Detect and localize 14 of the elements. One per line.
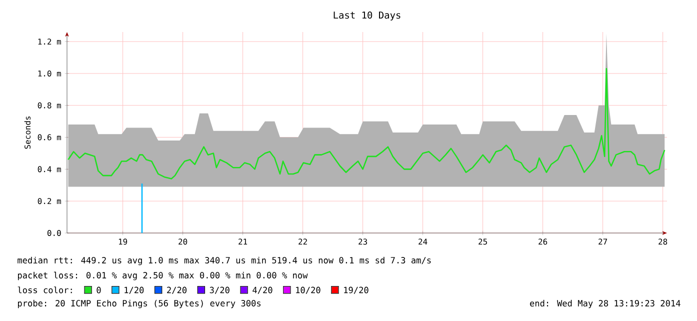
legend-label: 19/20 [344,286,368,294]
text: end: Wed May 28 13:19:23 2014 [530,300,680,308]
legend-label: 1/20 [124,286,144,294]
text: packet loss: 0.01 % avg 2.50 % max 0.00 % min 0.00 % now [18,272,308,280]
text: probe: 20 ICMP Echo Pings (56 Bytes) every 300s [18,300,260,308]
legend-label: 10/20 [296,286,320,294]
legend-label: 3/20 [210,286,230,294]
text: median rtt: 449.2 us avg 1.0 ms max 340.7 us min 519.4 us now 0.1 ms sd 7.3 am/s [18,256,431,266]
legend-label: 2/20 [167,286,187,294]
legend-label: 0 [96,286,101,294]
legend-label: 4/20 [252,286,272,294]
legend-title: loss color: [18,286,72,294]
line-series [68,68,666,180]
chart-title: Last 10 Days [334,12,400,20]
